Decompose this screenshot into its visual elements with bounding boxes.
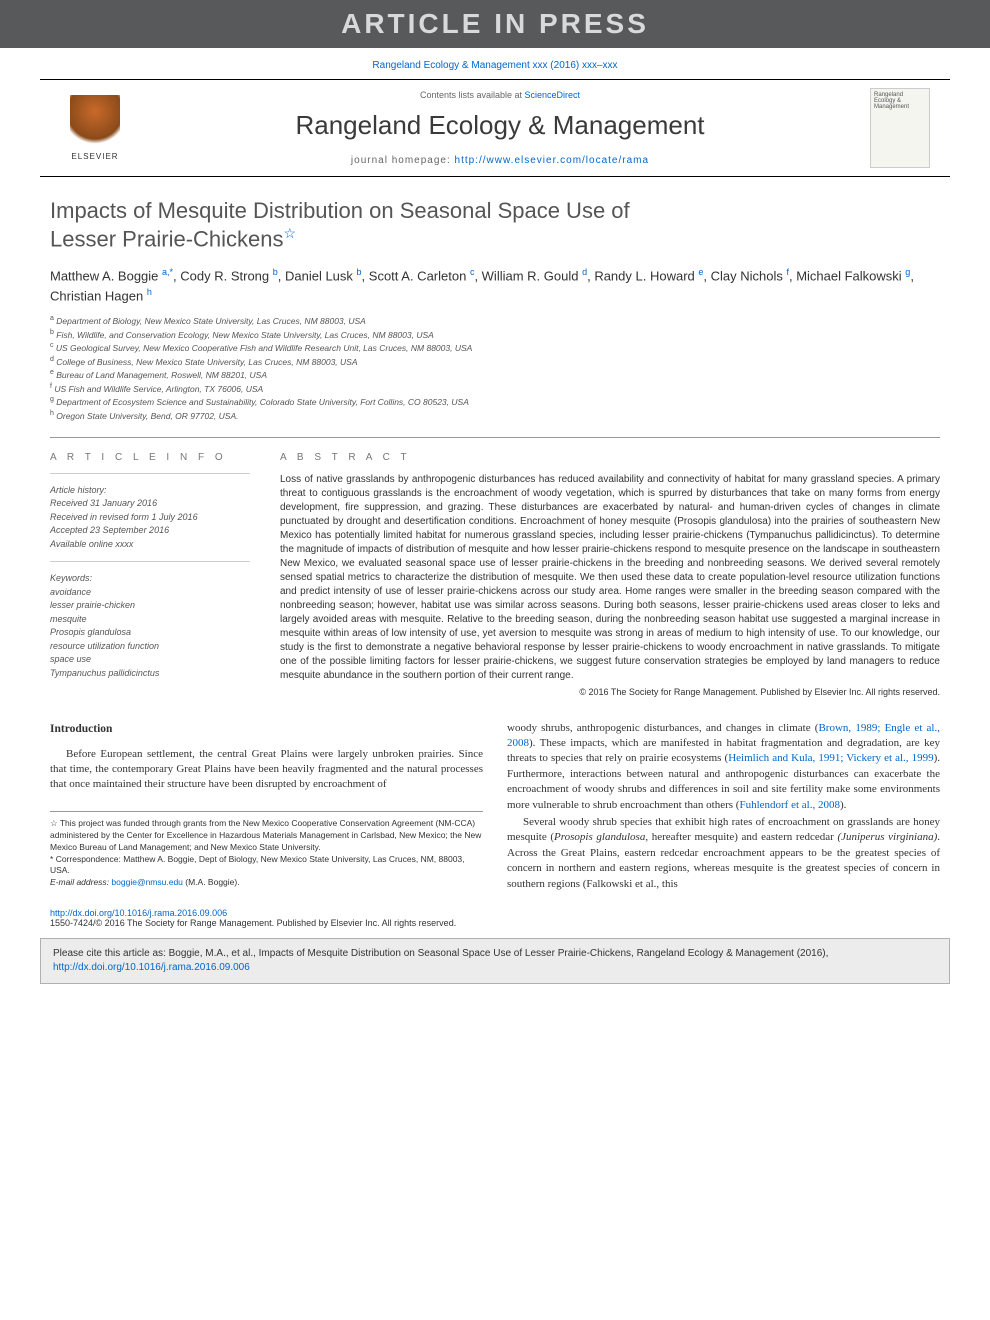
affiliation-item: e Bureau of Land Management, Roswell, NM… <box>50 368 940 382</box>
right-column: woody shrubs, anthropogenic disturbances… <box>507 721 940 894</box>
left-column: Introduction Before European settlement,… <box>50 721 483 894</box>
keyword-item: Prosopis glandulosa <box>50 626 250 640</box>
citation-box: Please cite this article as: Boggie, M.A… <box>40 938 950 984</box>
asterisk-icon: * <box>50 854 53 864</box>
history-line: Available online xxxx <box>50 538 250 552</box>
article-info-sidebar: A R T I C L E I N F O Article history: R… <box>50 452 250 697</box>
intro-paragraph-3: Several woody shrub species that exhibit… <box>507 815 940 892</box>
history-line: Accepted 23 September 2016 <box>50 524 250 538</box>
keyword-item: Tympanuchus pallidicinctus <box>50 667 250 681</box>
funding-footnote: ☆ This project was funded through grants… <box>50 818 483 854</box>
intro-paragraph-1: Before European settlement, the central … <box>50 747 483 793</box>
funding-text: This project was funded through grants f… <box>50 818 481 852</box>
abstract-column: A B S T R A C T Loss of native grassland… <box>280 452 940 697</box>
article-in-press-banner: ARTICLE IN PRESS <box>0 0 990 48</box>
abstract-heading: A B S T R A C T <box>280 452 940 463</box>
history-label: Article history: <box>50 484 250 498</box>
elsevier-logo: ELSEVIER <box>60 88 130 168</box>
header-center: Contents lists available at ScienceDirec… <box>130 90 870 166</box>
abstract-text: Loss of native grasslands by anthropogen… <box>280 473 940 683</box>
sciencedirect-link[interactable]: ScienceDirect <box>525 90 581 100</box>
article-info-heading: A R T I C L E I N F O <box>50 452 250 474</box>
affiliation-item: d College of Business, New Mexico State … <box>50 355 940 369</box>
homepage-link[interactable]: http://www.elsevier.com/locate/rama <box>455 155 650 166</box>
contents-prefix: Contents lists available at <box>420 90 525 100</box>
email-link[interactable]: boggie@nmsu.edu <box>111 877 182 887</box>
abstract-copyright: © 2016 The Society for Range Management.… <box>280 687 940 697</box>
article-title: Impacts of Mesquite Distribution on Seas… <box>50 197 940 252</box>
keyword-item: mesquite <box>50 613 250 627</box>
species-prosopis: Prosopis glandulosa <box>554 831 645 843</box>
p2d: ). <box>840 799 846 811</box>
affiliation-item: c US Geological Survey, New Mexico Coope… <box>50 341 940 355</box>
article-history-block: Article history: Received 31 January 201… <box>50 484 250 563</box>
p3b: , hereafter mesquite) and eastern redced… <box>645 831 837 843</box>
keyword-item: resource utilization function <box>50 640 250 654</box>
history-line: Received in revised form 1 July 2016 <box>50 511 250 525</box>
info-abstract-row: A R T I C L E I N F O Article history: R… <box>50 437 940 697</box>
email-suffix: (M.A. Boggie). <box>183 877 240 887</box>
keyword-item: lesser prairie-chicken <box>50 599 250 613</box>
keyword-item: space use <box>50 653 250 667</box>
journal-title: Rangeland Ecology & Management <box>130 110 870 141</box>
affiliation-item: a Department of Biology, New Mexico Stat… <box>50 314 940 328</box>
email-footnote: E-mail address: boggie@nmsu.edu (M.A. Bo… <box>50 877 483 889</box>
article-body: Impacts of Mesquite Distribution on Seas… <box>0 177 990 928</box>
doi-block: http://dx.doi.org/10.1016/j.rama.2016.09… <box>50 908 940 928</box>
homepage-prefix: journal homepage: <box>351 155 455 166</box>
journal-header-box: ELSEVIER Contents lists available at Sci… <box>40 79 950 177</box>
email-label: E-mail address: <box>50 877 111 887</box>
title-line-2: Lesser Prairie-Chickens <box>50 226 284 251</box>
body-columns: Introduction Before European settlement,… <box>50 721 940 894</box>
title-line-1: Impacts of Mesquite Distribution on Seas… <box>50 198 630 223</box>
issn-copyright: 1550-7424/© 2016 The Society for Range M… <box>50 918 456 928</box>
affiliations-list: a Department of Biology, New Mexico Stat… <box>50 314 940 423</box>
species-juniperus: (Juniperus virginiana) <box>837 831 937 843</box>
cite-doi-link[interactable]: http://dx.doi.org/10.1016/j.rama.2016.09… <box>53 962 250 973</box>
keywords-block: Keywords: avoidancelesser prairie-chicke… <box>50 572 250 680</box>
introduction-heading: Introduction <box>50 721 483 737</box>
affiliation-item: b Fish, Wildlife, and Conservation Ecolo… <box>50 328 940 342</box>
star-icon: ☆ <box>50 818 58 828</box>
correspondence-text: Correspondence: Matthew A. Boggie, Dept … <box>50 854 465 876</box>
keywords-label: Keywords: <box>50 572 250 586</box>
affiliation-item: f US Fish and Wildlife Service, Arlingto… <box>50 382 940 396</box>
citation-link-fuhlendorf[interactable]: Fuhlendorf et al., 2008 <box>739 799 840 811</box>
journal-reference: Rangeland Ecology & Management xxx (2016… <box>0 48 990 79</box>
correspondence-footnote: * Correspondence: Matthew A. Boggie, Dep… <box>50 854 483 878</box>
keyword-item: avoidance <box>50 586 250 600</box>
affiliation-item: h Oregon State University, Bend, OR 9770… <box>50 409 940 423</box>
author-list: Matthew A. Boggie a,*, Cody R. Strong b,… <box>50 266 940 306</box>
doi-link[interactable]: http://dx.doi.org/10.1016/j.rama.2016.09… <box>50 908 227 918</box>
title-footnote-star-icon: ☆ <box>284 225 297 241</box>
elsevier-label: ELSEVIER <box>71 152 118 161</box>
citation-link-heimlich[interactable]: Heimlich and Kula, 1991; Vickery et al.,… <box>728 752 933 764</box>
elsevier-tree-icon <box>70 95 120 150</box>
intro-paragraph-2: woody shrubs, anthropogenic disturbances… <box>507 721 940 813</box>
affiliation-item: g Department of Ecosystem Science and Su… <box>50 395 940 409</box>
homepage-line: journal homepage: http://www.elsevier.co… <box>130 155 870 166</box>
cite-prefix: Please cite this article as: Boggie, M.A… <box>53 948 828 959</box>
journal-cover-thumbnail: Rangeland Ecology & Management <box>870 88 930 168</box>
history-line: Received 31 January 2016 <box>50 497 250 511</box>
contents-line: Contents lists available at ScienceDirec… <box>130 90 870 100</box>
p2a: woody shrubs, anthropogenic disturbances… <box>507 722 818 734</box>
footnotes-block: ☆ This project was funded through grants… <box>50 811 483 889</box>
